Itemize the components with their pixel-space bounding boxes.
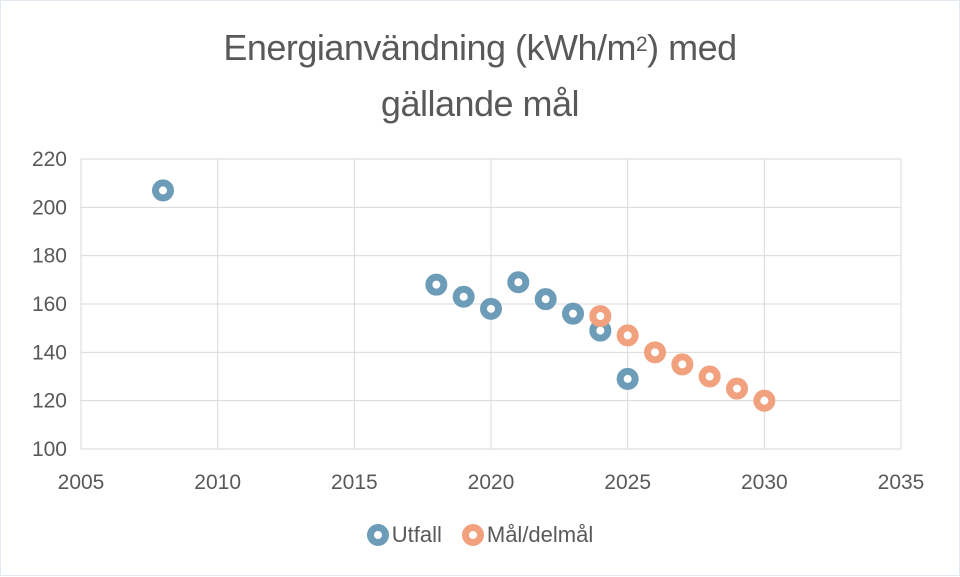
legend-item-mal-delmal: Mål/delmål: [461, 522, 594, 548]
x-axis-tick-label: 2010: [194, 471, 241, 494]
chart-legend: Utfall Mål/delmål: [1, 522, 959, 548]
data-point-utfall-2023: [562, 302, 584, 325]
chart-title-line1: Energianvändning (kWh/m2) med: [1, 23, 959, 79]
chart-title-superscript: 2: [636, 32, 648, 56]
x-axis-tick-label: 2025: [604, 471, 651, 494]
data-point-mal-delmal-2029: [726, 377, 748, 400]
x-axis-tick-label: 2020: [468, 471, 515, 494]
chart-title-line1-text: Energianvändning (kWh/m: [223, 27, 637, 68]
mal-delmal-marker-icon: [461, 524, 484, 546]
data-point-utfall-2018: [425, 273, 448, 296]
data-point-utfall-2008: [152, 179, 174, 202]
data-point-mal-delmal-2028: [698, 365, 721, 388]
utfall-marker-icon: [366, 524, 389, 546]
legend-label-mal-delmal: Mål/delmål: [486, 522, 594, 547]
plot-border: [80, 158, 902, 450]
chart-title-line1-suffix: ) med: [647, 27, 737, 68]
x-axis-tick-label: 2030: [741, 471, 788, 494]
data-point-mal-delmal-2027: [671, 353, 694, 376]
y-axis-tick-label: 100: [32, 438, 67, 461]
y-axis-tick-label: 160: [32, 293, 67, 316]
x-axis-tick-label: 2005: [58, 471, 105, 494]
legend-item-utfall: Utfall: [366, 522, 442, 548]
data-point-mal-delmal-2024: [589, 305, 612, 328]
data-point-utfall-2019: [452, 285, 475, 308]
data-point-mal-delmal-2030: [753, 389, 776, 412]
data-point-utfall-2020: [480, 297, 502, 320]
x-axis-tick-label: 2035: [878, 471, 925, 494]
y-axis-tick-label: 180: [32, 245, 67, 268]
data-point-utfall-2022: [534, 288, 557, 311]
y-axis-tick-label: 120: [32, 390, 67, 413]
y-axis-tick-label: 200: [32, 196, 67, 219]
data-point-mal-delmal-2025: [616, 324, 639, 347]
data-point-utfall-2025: [616, 367, 639, 390]
data-point-utfall-2021: [507, 271, 530, 294]
legend-label-utfall: Utfall: [391, 522, 442, 547]
x-axis-tick-label: 2015: [331, 471, 378, 494]
data-point-mal-delmal-2026: [644, 341, 666, 364]
y-axis-tick-label: 220: [32, 148, 67, 171]
y-axis-tick-label: 140: [32, 341, 67, 364]
chart-title-line2: gällande mål: [380, 83, 580, 124]
chart-title: Energianvändning (kWh/m2) med gällande m…: [1, 23, 959, 129]
